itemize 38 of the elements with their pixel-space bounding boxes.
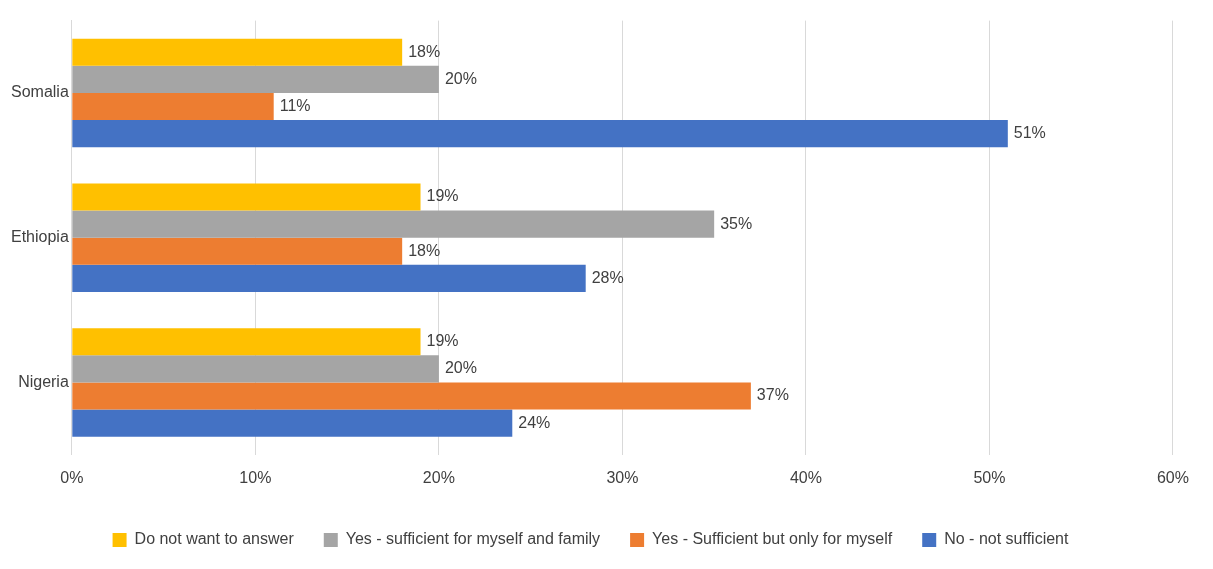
x-tick-label: 10% [239, 468, 272, 486]
data-label: 28% [591, 268, 624, 286]
data-label: 18% [408, 42, 441, 60]
y-tick-label: Nigeria [18, 372, 69, 390]
data-label: 19% [426, 332, 459, 350]
bar [72, 38, 403, 66]
data-label: 35% [720, 214, 753, 232]
x-tick-label: 60% [1156, 468, 1189, 486]
x-tick-label: 0% [60, 468, 84, 486]
data-label: 20% [444, 359, 477, 377]
x-tick-label: 30% [606, 468, 639, 486]
legend-label: Yes - Sufficient but only for myself [652, 530, 893, 548]
y-tick-label: Somalia [11, 83, 69, 101]
data-label: 24% [518, 413, 551, 431]
bar [72, 237, 403, 265]
data-label: 37% [756, 386, 789, 404]
y-tick-label: Ethiopia [10, 228, 69, 246]
legend-label: Do not want to answer [134, 530, 295, 548]
bar [72, 355, 439, 383]
data-label: 18% [408, 241, 441, 259]
bar [72, 382, 751, 410]
legend-label: No - not sufficient [944, 530, 1069, 548]
data-label: 19% [426, 187, 459, 205]
bar [72, 328, 421, 356]
bar [72, 183, 421, 211]
x-tick-label: 40% [789, 468, 822, 486]
x-tick-label: 50% [973, 468, 1006, 486]
x-tick-label: 20% [422, 468, 455, 486]
data-label: 51% [1013, 124, 1046, 142]
bar [72, 120, 1008, 148]
data-label: 20% [444, 69, 477, 87]
data-label: 11% [279, 96, 311, 114]
bar [72, 264, 586, 292]
bar [72, 210, 715, 238]
bar [72, 409, 513, 437]
bar [72, 65, 439, 93]
bar [72, 92, 274, 121]
legend-label: Yes - sufficient for myself and family [345, 530, 601, 548]
